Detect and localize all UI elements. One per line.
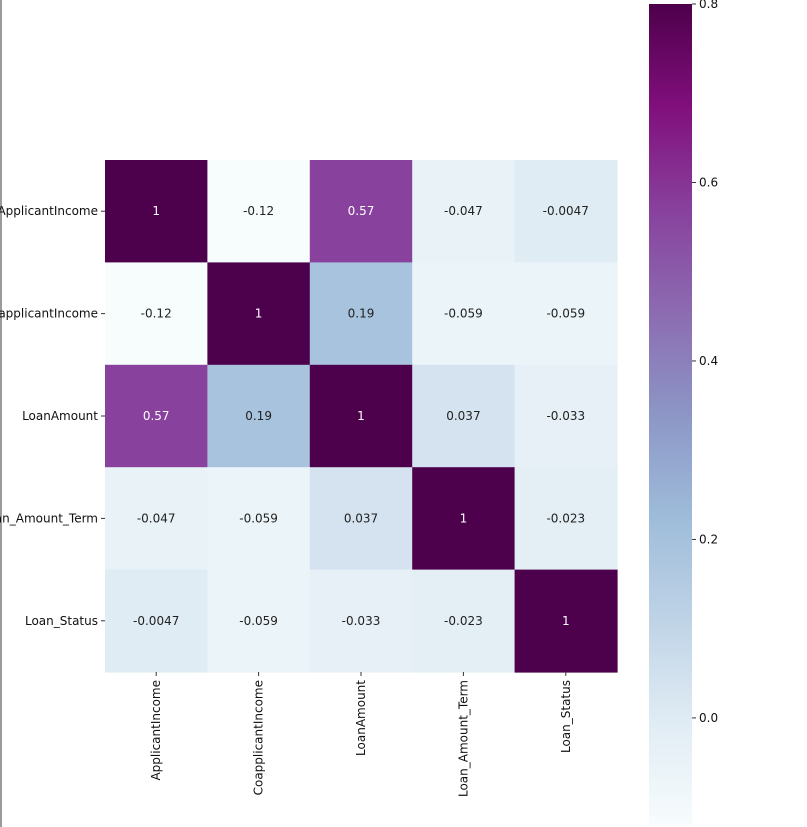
column-label: Loan_Amount_Term xyxy=(456,680,470,797)
column-label: Loan_Status xyxy=(559,680,573,753)
colorbar-tick-label: 0.0 xyxy=(699,711,718,725)
cell-value-label: -0.023 xyxy=(444,614,483,628)
heatmap-cell xyxy=(412,364,516,468)
heatmap-cell xyxy=(309,262,413,366)
heatmap-cell xyxy=(412,262,516,366)
heatmap-cell xyxy=(514,160,618,263)
heatmap-cell xyxy=(207,160,311,263)
column-label: CoapplicantIncome xyxy=(252,680,266,795)
heatmap-cell xyxy=(105,160,208,263)
row-label: Loan_Amount_Term xyxy=(0,511,98,525)
row-label: CoapplicantIncome xyxy=(0,307,98,321)
cell-value-label: 0.037 xyxy=(344,511,378,525)
cell-value-label: -0.0047 xyxy=(543,204,589,218)
heatmap-cell xyxy=(412,467,516,571)
cell-value-label: 0.19 xyxy=(348,307,375,321)
left-border xyxy=(0,0,2,827)
colorbar: 0.0 0.2 0.4 0.6 0.8 xyxy=(649,0,718,825)
cell-value-label: -0.059 xyxy=(546,307,585,321)
heatmap-cell xyxy=(207,467,311,571)
cell-value-label: -0.033 xyxy=(342,614,381,628)
cell-value-label: -0.059 xyxy=(444,307,483,321)
column-label: ApplicantIncome xyxy=(149,680,163,781)
row-label: ApplicantIncome xyxy=(0,204,98,218)
column-labels: ApplicantIncome CoapplicantIncome LoanAmou… xyxy=(149,672,573,797)
cell-value-label: -0.12 xyxy=(141,307,172,321)
heatmap-cell xyxy=(514,569,618,673)
heatmap-cell xyxy=(412,160,516,263)
heatmap-cell xyxy=(514,467,618,571)
heatmap-cell xyxy=(309,160,413,263)
colorbar-gradient xyxy=(649,4,692,825)
cell-value-label: 0.19 xyxy=(245,409,272,423)
row-label: LoanAmount xyxy=(22,409,98,423)
heatmap-cell xyxy=(105,364,208,468)
heatmap-cell xyxy=(105,467,208,571)
heatmap-cell xyxy=(309,569,413,673)
heatmap-cell xyxy=(207,569,311,673)
cell-value-label: -0.059 xyxy=(239,614,278,628)
heatmap-cell xyxy=(309,364,413,468)
cell-value-label: -0.059 xyxy=(239,511,278,525)
cell-value-label: -0.047 xyxy=(137,511,176,525)
heatmap-cell xyxy=(412,569,516,673)
cell-value-label: -0.033 xyxy=(546,409,585,423)
cell-value-label: 1 xyxy=(357,409,365,423)
column-label: LoanAmount xyxy=(354,680,368,756)
cell-value-label: 0.57 xyxy=(348,204,375,218)
heatmap-cell xyxy=(207,262,311,366)
heatmap-cells: 1 -0.12 0.57 -0.047 -0.0047 -0.12 1 0.19 -0.059 -… xyxy=(105,160,618,673)
cell-value-label: -0.12 xyxy=(243,204,274,218)
cell-value-label: -0.047 xyxy=(444,204,483,218)
heatmap-cell xyxy=(105,569,208,673)
heatmap-cell xyxy=(309,467,413,571)
cell-value-label: 0.57 xyxy=(143,409,170,423)
heatmap-cell xyxy=(207,364,311,468)
cell-value-label: 1 xyxy=(255,307,263,321)
cell-value-label: -0.0047 xyxy=(133,614,179,628)
cell-value-label: 1 xyxy=(460,511,468,525)
cell-value-label: 0.037 xyxy=(446,409,480,423)
heatmap-cell xyxy=(105,262,208,366)
row-label: Loan_Status xyxy=(25,614,98,628)
row-labels: ApplicantIncome CoapplicantIncome LoanAmou… xyxy=(0,204,105,628)
colorbar-tick-label: 0.4 xyxy=(699,354,718,368)
heatmap-cell xyxy=(514,262,618,366)
colorbar-tick-label: 0.6 xyxy=(699,175,718,189)
cell-value-label: -0.023 xyxy=(546,511,585,525)
cell-value-label: 1 xyxy=(562,614,570,628)
cell-value-label: 1 xyxy=(152,204,160,218)
heatmap-cell xyxy=(514,364,618,468)
colorbar-tick-label: 0.2 xyxy=(699,532,718,546)
colorbar-tick-label: 0.8 xyxy=(699,0,718,11)
